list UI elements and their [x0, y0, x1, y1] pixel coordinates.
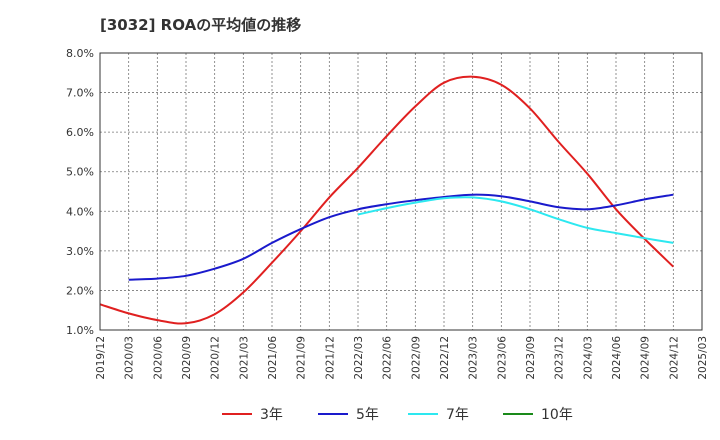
y-tick-label: 8.0% [66, 47, 94, 60]
x-tick-label: 2024/09 [640, 336, 652, 380]
legend-label-2: 5年 [356, 407, 379, 423]
series-line-1 [99, 75, 674, 325]
y-tick-label: 3.0% [66, 245, 94, 258]
x-tick-label: 2020/06 [152, 336, 164, 380]
grid-layer [100, 53, 702, 330]
plot-frame [99, 52, 703, 331]
y-tick-label: 7.0% [66, 87, 94, 100]
legend-label-3: 7年 [446, 407, 469, 423]
series-line-2 [128, 193, 674, 281]
y-tick-label: 5.0% [66, 166, 94, 179]
legend: 3年 5年 7年 10年 [222, 407, 573, 423]
y-tick-label: 1.0% [66, 324, 94, 337]
x-tick-label: 2022/12 [439, 336, 451, 380]
x-tick-label: 2023/06 [496, 336, 508, 380]
x-tick-label: 2020/12 [210, 336, 222, 380]
x-tick-label: 2021/09 [296, 336, 308, 380]
y-tick-label: 2.0% [66, 284, 94, 297]
x-tick-label: 2023/12 [554, 336, 566, 380]
x-tick-label: 2022/03 [353, 336, 365, 380]
x-tick-label: 2025/03 [697, 336, 709, 380]
x-tick-label: 2022/06 [382, 336, 394, 380]
x-tick-label: 2022/09 [410, 336, 422, 380]
x-tick-label: 2021/03 [238, 336, 250, 380]
series-line-3 [357, 196, 674, 244]
axis-layer: 1.0% 2.0% 3.0% 4.0% 5.0% 6.0% 7.0% 8.0% 2019/12 2… [66, 47, 709, 380]
x-tick-label: 2024/03 [582, 336, 594, 380]
y-tick-label: 4.0% [66, 205, 94, 218]
x-tick-label: 2021/06 [267, 336, 279, 380]
legend-label-4: 10年 [541, 407, 573, 423]
x-tick-label: 2019/12 [95, 336, 107, 380]
x-tick-label: 2024/12 [668, 336, 680, 380]
series-layer [99, 75, 674, 325]
x-tick-label: 2023/03 [468, 336, 480, 380]
x-tick-label: 2020/03 [124, 336, 136, 380]
legend-label-1: 3年 [260, 407, 283, 423]
x-tick-label: 2021/12 [324, 336, 336, 380]
x-tick-label: 2024/06 [611, 336, 623, 380]
chart-title: [3032] ROAの平均値の推移 [100, 16, 302, 34]
y-tick-label: 6.0% [66, 126, 94, 139]
x-tick-label: 2020/09 [181, 336, 193, 380]
x-tick-label: 2023/09 [525, 336, 537, 380]
